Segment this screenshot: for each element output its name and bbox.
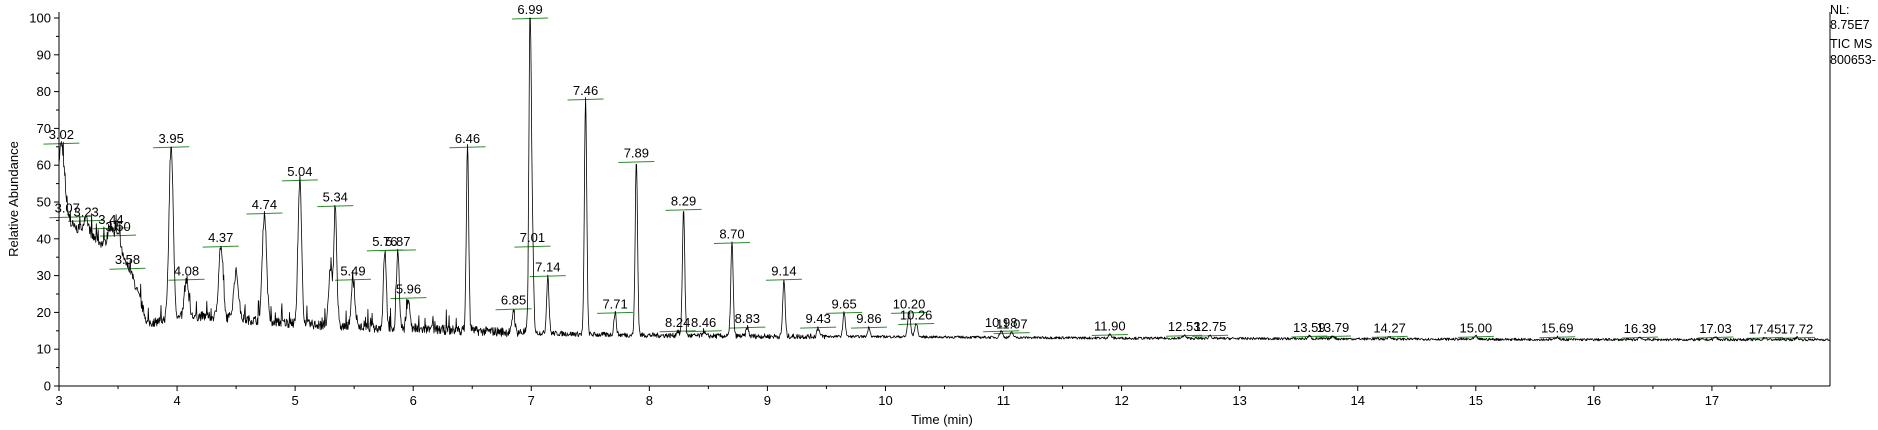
x-tick-label: 13 xyxy=(1232,393,1246,408)
peak-label: 5.96 xyxy=(396,282,421,297)
y-tick-label: 100 xyxy=(29,11,51,26)
peak-label: 9.65 xyxy=(831,296,856,311)
peak-label: 4.37 xyxy=(208,230,233,245)
peak-label: 3.58 xyxy=(115,252,140,267)
integration-marker xyxy=(390,297,427,300)
y-tick-label: 50 xyxy=(37,195,51,210)
normalization-value: 8.75E7 xyxy=(1830,18,1870,32)
peak-label: 8.70 xyxy=(719,226,744,241)
peak-label: 3.02 xyxy=(49,127,74,142)
x-axis-label: Time (min) xyxy=(911,412,973,427)
peak-label: 17.03 xyxy=(1699,321,1732,336)
peak-label: 9.43 xyxy=(806,311,831,326)
peak-label: 8.46 xyxy=(691,315,716,330)
integration-marker xyxy=(665,208,702,211)
peak-label: 11.07 xyxy=(996,317,1028,332)
x-tick-label: 6 xyxy=(410,393,417,408)
peak-label: 5.87 xyxy=(385,234,410,249)
peak-label: 7.71 xyxy=(602,296,627,311)
x-tick-label: 8 xyxy=(646,393,653,408)
peak-label: 14.27 xyxy=(1373,320,1406,335)
peak-label: 3.07 xyxy=(55,201,80,216)
tic-trace xyxy=(58,17,1831,342)
peak-label: 13.59 xyxy=(1293,320,1326,335)
peak-label: 16.39 xyxy=(1624,321,1657,336)
y-tick-label: 30 xyxy=(37,268,51,283)
peak-label: 12.53 xyxy=(1168,319,1201,334)
peak-label: 6.46 xyxy=(455,131,480,146)
peak-label: 3.95 xyxy=(159,131,184,146)
peak-label: 3.50 xyxy=(105,219,130,234)
y-axis-label: Relative Abundance xyxy=(6,141,21,257)
peak-label: 15.00 xyxy=(1460,320,1493,335)
peak-label: 10.98 xyxy=(985,315,1018,330)
x-tick-label: 17 xyxy=(1705,393,1719,408)
peak-label: 4.08 xyxy=(174,263,199,278)
y-tick-label: 60 xyxy=(37,158,51,173)
x-tick-label: 10 xyxy=(878,393,892,408)
integration-marker xyxy=(109,267,146,270)
integration-marker xyxy=(993,332,1030,335)
y-tick-label: 20 xyxy=(37,305,51,320)
integration-marker xyxy=(1457,335,1494,338)
peak-label: 3.44 xyxy=(98,212,123,227)
peak-label: 5.34 xyxy=(323,190,348,205)
integration-marker xyxy=(1291,335,1328,338)
y-tick-label: 90 xyxy=(37,47,51,62)
peak-label: 8.83 xyxy=(735,311,760,326)
peak-label: 4.74 xyxy=(252,197,277,212)
peak-label: 10.20 xyxy=(893,296,926,311)
integration-marker xyxy=(68,219,105,222)
peak-label: 3.23 xyxy=(73,204,98,219)
x-tick-label: 16 xyxy=(1587,393,1601,408)
y-tick-label: 10 xyxy=(37,342,51,357)
y-tick-label: 80 xyxy=(37,84,51,99)
peak-label: 17.72 xyxy=(1781,321,1814,336)
sample-id: 800653- xyxy=(1830,53,1876,67)
x-tick-label: 4 xyxy=(173,393,180,408)
peak-label: 5.49 xyxy=(340,263,365,278)
scan-filter-label: TIC MS xyxy=(1830,37,1873,51)
peak-label: 7.01 xyxy=(520,230,545,245)
y-axis-ticks: 0 10 20 30 40 50 60 70 80 90 100 xyxy=(29,11,59,394)
x-tick-label: 7 xyxy=(528,393,535,408)
x-tick-label: 3 xyxy=(55,393,62,408)
peak-labels: 3.02 3.073.23 3.443.50 3.58 3.95 4.08 4.37 4.74… xyxy=(49,2,1814,336)
integration-marker xyxy=(495,308,532,311)
peak-label: 8.24 xyxy=(665,315,690,330)
peak-label: 6.85 xyxy=(501,293,526,308)
peak-label: 6.99 xyxy=(517,2,542,17)
peak-label: 10.26 xyxy=(900,307,933,322)
peak-label: 13.79 xyxy=(1317,320,1350,335)
peak-label: 11.90 xyxy=(1094,318,1126,333)
integration-marker xyxy=(618,161,655,164)
peak-label: 12.75 xyxy=(1194,319,1227,334)
peak-label: 7.14 xyxy=(535,260,560,275)
peak-label: 7.46 xyxy=(573,83,598,98)
y-tick-label: 40 xyxy=(37,231,51,246)
x-tick-label: 11 xyxy=(997,393,1011,408)
peak-label: 7.89 xyxy=(624,146,649,161)
x-tick-label: 9 xyxy=(764,393,771,408)
y-tick-label: 70 xyxy=(37,121,51,136)
peak-label: 15.69 xyxy=(1541,321,1574,336)
normalization-label: NL: xyxy=(1830,3,1850,17)
peak-label: 9.14 xyxy=(771,263,796,278)
peak-label: 17.45 xyxy=(1749,321,1782,336)
x-tick-label: 5 xyxy=(292,393,299,408)
peak-label: 9.86 xyxy=(856,311,881,326)
integration-marker xyxy=(100,234,137,237)
x-tick-label: 15 xyxy=(1469,393,1483,408)
peak-label: 8.29 xyxy=(671,193,696,208)
x-axis-ticks: 3 4 5 6 7 8 9 10 11 12 13 14 15 16 17 xyxy=(55,386,1772,408)
peak-label: 5.76 xyxy=(372,234,397,249)
integration-marker xyxy=(514,245,551,248)
x-tick-label: 12 xyxy=(1114,393,1128,408)
peak-label: 5.04 xyxy=(287,164,312,179)
x-tick-label: 14 xyxy=(1350,393,1364,408)
y-tick-label: 0 xyxy=(44,379,51,394)
integration-marker xyxy=(49,216,86,219)
